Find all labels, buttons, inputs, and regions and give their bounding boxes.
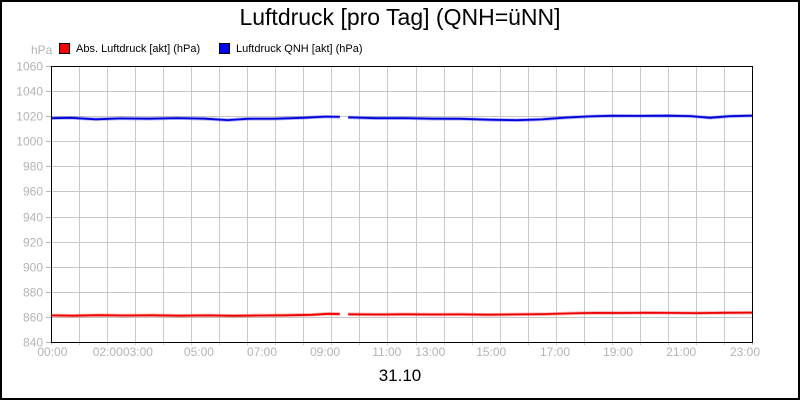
series-line-abs-luftdruck-seg1 [348, 311, 753, 316]
y-axis-unit-label: hPa [31, 43, 53, 57]
x-tick-label-05:00: 05:00 [184, 345, 214, 359]
legend-item-abs-luftdruck: Abs. Luftdruck [akt] (hPa) [59, 40, 201, 55]
y-tick-label-960: 960 [23, 185, 43, 199]
y-tick-label-980: 980 [23, 160, 43, 174]
x-tick-label-00:00: 00:00 [37, 345, 67, 359]
x-tick-label-19:00: 19:00 [603, 345, 633, 359]
x-tick-label-11:00: 11:00 [372, 345, 401, 359]
x-tick-label-17:00: 17:00 [540, 345, 570, 359]
legend-label-abs-luftdruck: Abs. Luftdruck [akt] (hPa) [76, 42, 201, 55]
x-tick-label-23:00: 23:00 [730, 345, 760, 359]
series-line-abs-luftdruck-seg0 [50, 312, 340, 317]
series-line-luftdruck-qnh-seg0 [50, 115, 340, 121]
y-tick-label-1000: 1000 [16, 135, 43, 149]
x-axis-date-label: 31.10 [378, 366, 422, 385]
x-tick-label-13:00: 13:00 [415, 345, 445, 359]
series-line-luftdruck-qnh-seg1 [348, 114, 753, 122]
chart-title: Luftdruck [pro Tag] (QNH=üNN] [239, 4, 561, 30]
plot-border [51, 66, 753, 343]
y-tick-label-920: 920 [23, 236, 43, 250]
y-tick-label-860: 860 [23, 311, 43, 325]
x-tick-label-15:00: 15:00 [476, 345, 506, 359]
x-tick-label-07:00: 07:00 [247, 345, 277, 359]
y-tick-label-940: 940 [23, 211, 43, 225]
legend-label-qnh-luftdruck: Luftdruck QNH [akt] (hPa) [236, 42, 363, 55]
y-tick-label-1040: 1040 [16, 85, 43, 99]
y-tick-label-880: 880 [23, 286, 43, 300]
x-tick-label-02:00: 02:00 [93, 345, 123, 359]
x-tick-label-09:00: 09:00 [310, 345, 340, 359]
y-tick-label-900: 900 [23, 261, 43, 275]
legend-swatch-red [59, 43, 70, 55]
legend-item-qnh-luftdruck: Luftdruck QNH [akt] (hPa) [219, 40, 363, 55]
x-tick-label-03:00: 03:00 [123, 345, 153, 359]
y-tick-label-1060: 1060 [16, 60, 43, 74]
legend-swatch-blue [219, 43, 230, 55]
x-tick-label-21:00: 21:00 [666, 345, 696, 359]
y-tick-label-1020: 1020 [16, 110, 43, 124]
y-tick-label-840: 840 [23, 336, 43, 350]
